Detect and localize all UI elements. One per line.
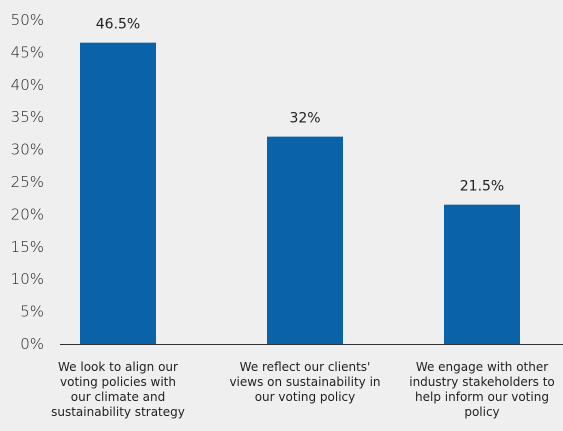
y-tick-label: 5%	[20, 303, 44, 321]
data-label: 46.5%	[96, 17, 140, 33]
bars	[80, 42, 520, 345]
category-label-line: industry stakeholders to	[409, 375, 555, 389]
y-tick-label: 35%	[11, 108, 44, 126]
y-tick-label: 50%	[11, 11, 44, 29]
data-label: 32%	[289, 111, 320, 127]
category-label-line: sustainability strategy	[51, 405, 185, 419]
y-tick-label: 15%	[11, 238, 44, 256]
category-label-line: policy	[464, 405, 499, 419]
y-axis-tick-labels: 0% 5% 10% 15% 20% 25% 30% 35% 40% 45% 50%	[11, 11, 44, 353]
category-label: We look to align our voting policies with…	[51, 360, 185, 419]
y-tick-label: 20%	[11, 205, 44, 223]
data-label: 21.5%	[460, 179, 504, 195]
category-label-line: our voting policy	[255, 390, 356, 404]
y-tick-label: 25%	[11, 173, 44, 191]
category-label-line: We engage with other	[416, 360, 548, 374]
category-label-line: our climate and	[71, 390, 165, 404]
y-tick-label: 0%	[20, 335, 44, 353]
bar	[444, 204, 520, 344]
bar	[80, 42, 156, 345]
category-label: We engage with other industry stakeholder…	[409, 360, 555, 419]
category-label-line: We look to align our	[58, 360, 178, 374]
category-label-line: We reflect our clients'	[240, 360, 371, 374]
data-labels: 46.5% 32% 21.5%	[96, 17, 504, 195]
category-label-line: help inform our voting	[415, 390, 549, 404]
category-labels: We look to align our voting policies with…	[51, 360, 555, 419]
y-tick-label: 30%	[11, 141, 44, 159]
category-label-line: voting policies with	[60, 375, 176, 389]
category-label: We reflect our clients' views on sustaina…	[229, 360, 380, 404]
category-label-line: views on sustainability in	[229, 375, 380, 389]
y-tick-label: 10%	[11, 270, 44, 288]
y-tick-label: 45%	[11, 43, 44, 61]
bar	[267, 136, 343, 344]
y-tick-label: 40%	[11, 76, 44, 94]
